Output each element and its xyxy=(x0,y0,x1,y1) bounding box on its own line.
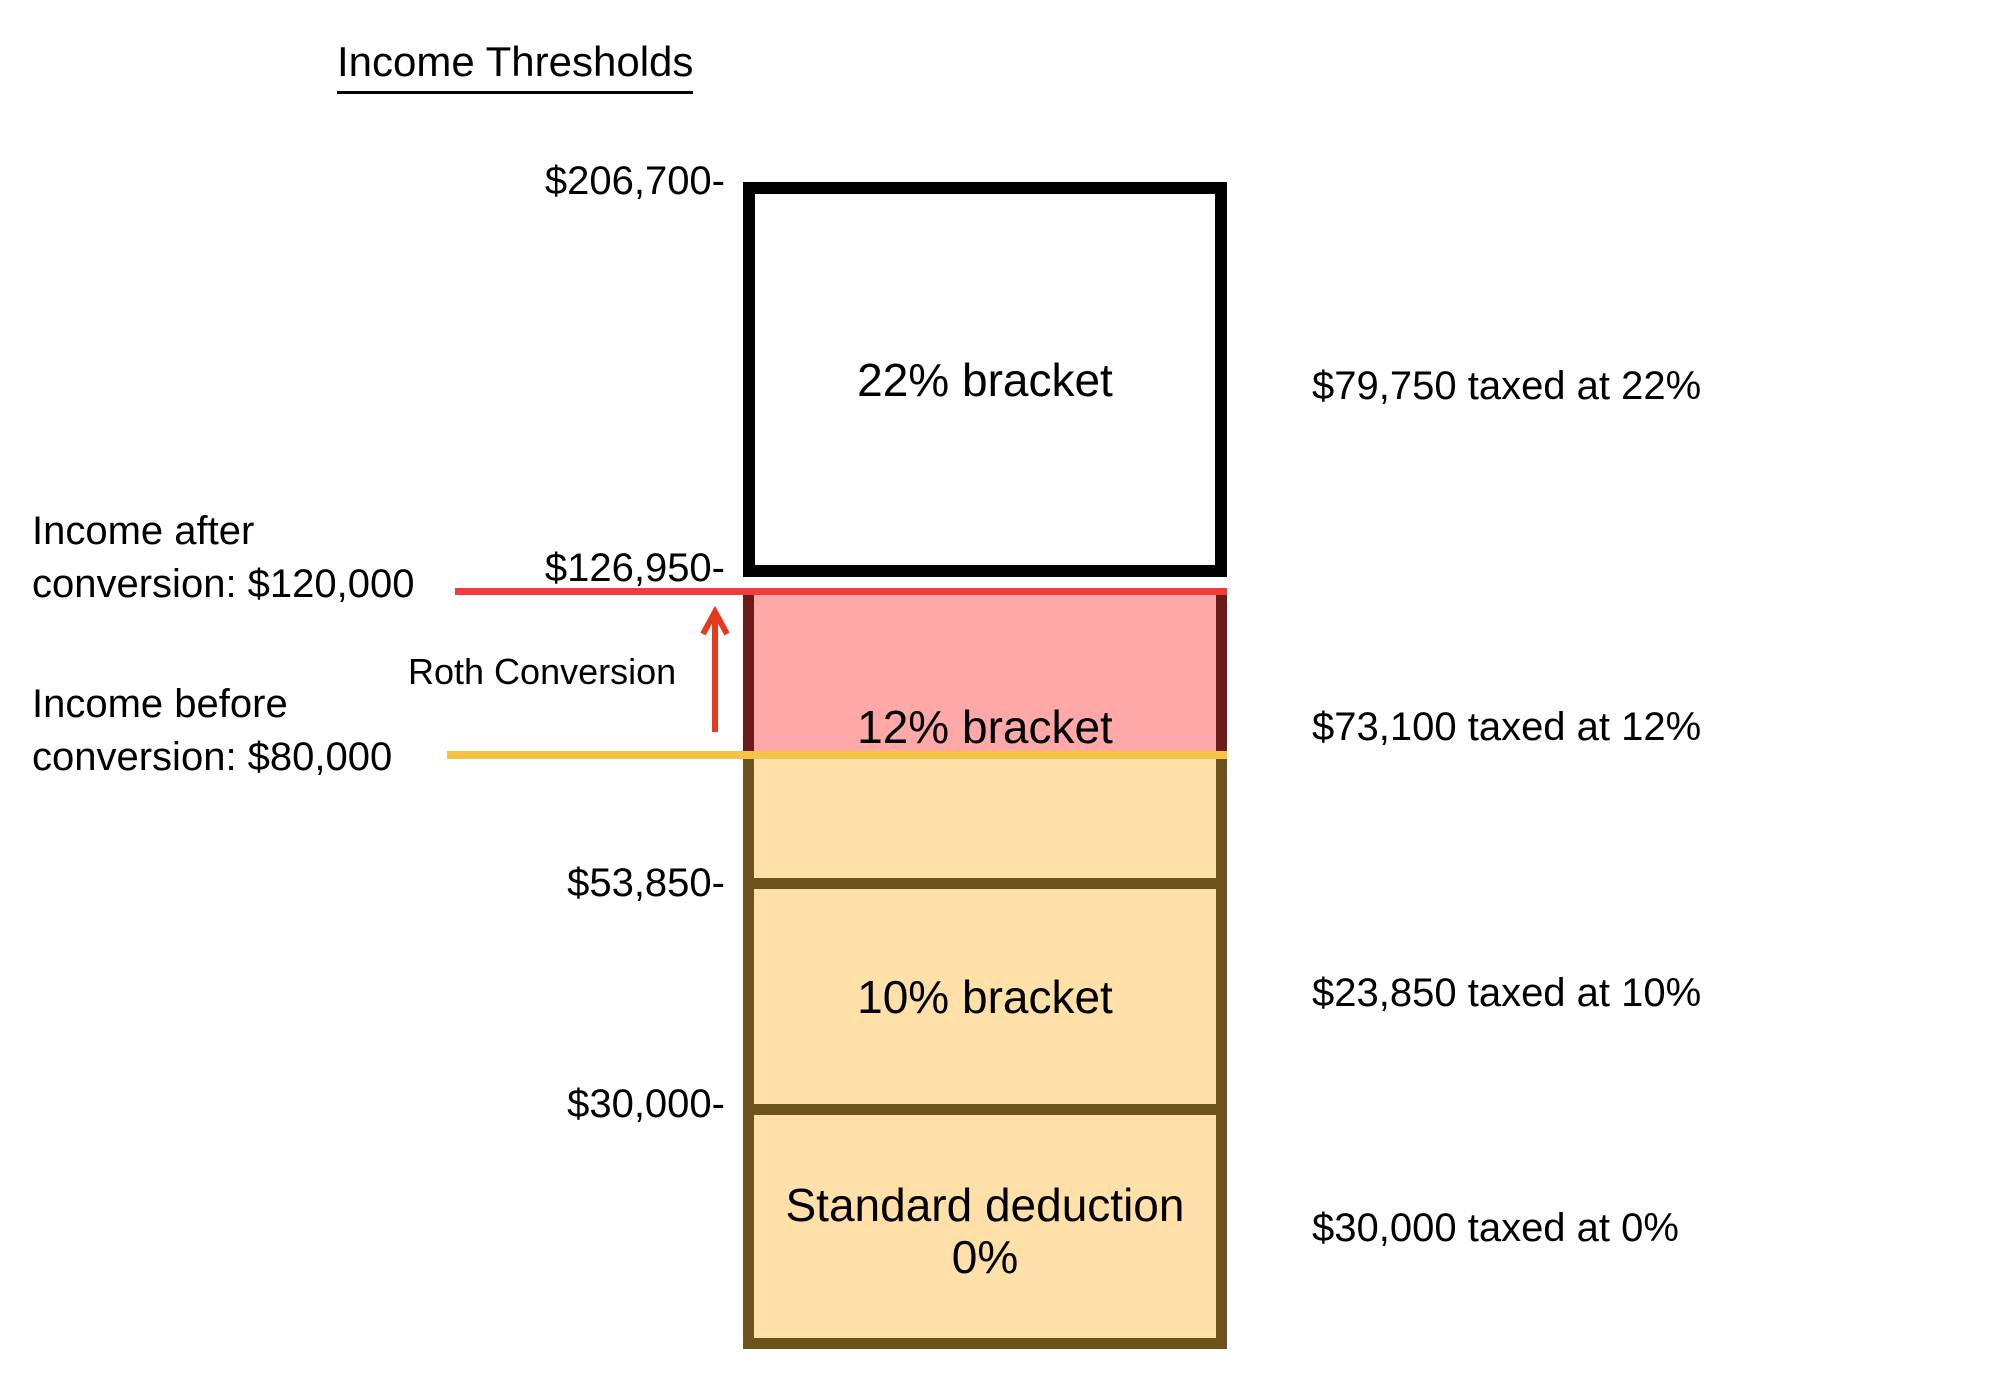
standard-deduction-label-line2: 0% xyxy=(951,1231,1019,1283)
taxed-summary-12: $73,100 taxed at 12% xyxy=(1312,705,1702,749)
income-before-line1: Income before xyxy=(32,682,288,726)
standard-deduction-label-line1: Standard deduction xyxy=(785,1179,1185,1231)
threshold-label-30000: $30,000- xyxy=(567,1082,725,1126)
conversion-highlight-region xyxy=(743,594,1227,755)
threshold-line-53850 xyxy=(743,878,1227,889)
standard-deduction-label: Standard deduction 0% xyxy=(743,1179,1227,1283)
income-before-line2: conversion: $80,000 xyxy=(32,735,393,779)
income-before-conversion-line xyxy=(447,751,1227,759)
taxed-summary-10: $23,850 taxed at 10% xyxy=(1312,971,1702,1015)
threshold-label-126950: $126,950- xyxy=(544,546,725,590)
taxed-summary-22: $79,750 taxed at 22% xyxy=(1312,364,1702,408)
bracket-12-label: 12% bracket xyxy=(857,701,1113,753)
up-arrow-icon xyxy=(700,605,730,732)
income-after-annotation: Income after conversion: $120,000 xyxy=(32,505,415,611)
income-after-line2: conversion: $120,000 xyxy=(32,562,415,606)
income-before-annotation: Income before conversion: $80,000 xyxy=(32,678,392,784)
income-after-line1: Income after xyxy=(32,509,255,553)
lower-brackets-region xyxy=(743,755,1227,1349)
threshold-label-53850: $53,850- xyxy=(567,861,725,905)
threshold-label-206700: $206,700- xyxy=(544,159,725,203)
bracket-22-box xyxy=(743,182,1227,577)
roth-conversion-label: Roth Conversion xyxy=(408,651,677,692)
bracket-10-label: 10% bracket xyxy=(857,971,1113,1023)
taxed-summary-0: $30,000 taxed at 0% xyxy=(1312,1206,1679,1250)
threshold-line-30000 xyxy=(743,1104,1227,1115)
income-after-conversion-line xyxy=(455,588,1227,595)
bracket-22-label: 22% bracket xyxy=(857,354,1113,406)
page-title: Income Thresholds xyxy=(337,38,694,94)
